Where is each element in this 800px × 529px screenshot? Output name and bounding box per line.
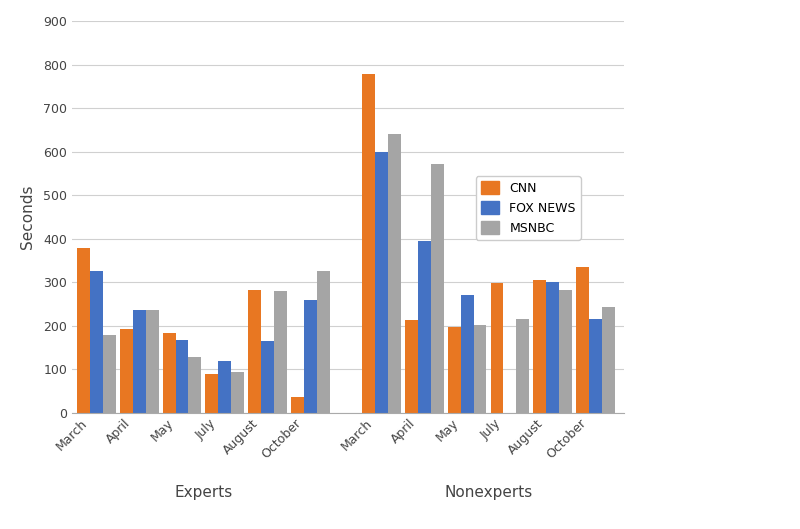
Legend: CNN, FOX NEWS, MSNBC: CNN, FOX NEWS, MSNBC bbox=[476, 176, 581, 240]
Bar bbox=[534, 280, 546, 413]
Bar bbox=[405, 320, 418, 413]
Bar bbox=[589, 319, 602, 413]
Bar bbox=[261, 341, 274, 413]
Y-axis label: Seconds: Seconds bbox=[20, 185, 35, 249]
Bar bbox=[133, 309, 146, 413]
Bar bbox=[602, 307, 614, 413]
Bar bbox=[162, 333, 175, 413]
Bar bbox=[248, 289, 261, 413]
Bar bbox=[317, 271, 330, 413]
Bar bbox=[474, 325, 486, 413]
Bar bbox=[304, 299, 317, 413]
Bar bbox=[362, 74, 375, 413]
Bar bbox=[388, 134, 401, 413]
Text: Experts: Experts bbox=[174, 485, 233, 500]
Bar bbox=[231, 372, 244, 413]
Bar bbox=[274, 291, 287, 413]
Bar bbox=[103, 335, 116, 413]
Bar bbox=[120, 329, 133, 413]
Bar bbox=[418, 241, 430, 413]
Bar bbox=[77, 248, 90, 413]
Bar bbox=[206, 375, 218, 413]
Bar bbox=[559, 289, 572, 413]
Bar bbox=[576, 267, 589, 413]
Text: Nonexperts: Nonexperts bbox=[444, 485, 533, 500]
Bar bbox=[90, 271, 103, 413]
Bar bbox=[546, 282, 559, 413]
Bar bbox=[516, 319, 529, 413]
Bar bbox=[146, 309, 158, 413]
Bar bbox=[448, 327, 461, 413]
Bar bbox=[490, 284, 503, 413]
Bar bbox=[175, 340, 189, 413]
Bar bbox=[430, 164, 444, 413]
Bar bbox=[291, 397, 304, 413]
Bar bbox=[218, 361, 231, 413]
Bar bbox=[461, 295, 474, 413]
Bar bbox=[189, 357, 202, 413]
Bar bbox=[375, 152, 388, 413]
